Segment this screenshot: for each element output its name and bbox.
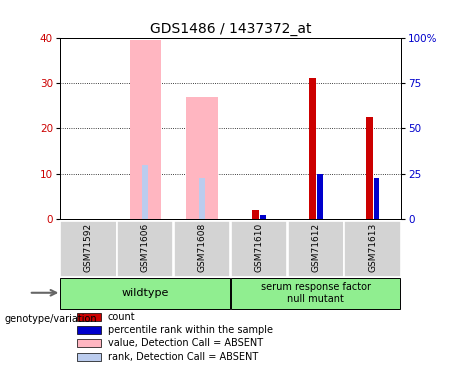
Bar xyxy=(288,221,344,276)
Bar xyxy=(344,221,401,276)
Text: GSM71613: GSM71613 xyxy=(368,223,377,272)
Bar xyxy=(317,174,323,219)
Title: GDS1486 / 1437372_at: GDS1486 / 1437372_at xyxy=(150,22,311,36)
Text: GSM71606: GSM71606 xyxy=(141,223,150,272)
Bar xyxy=(174,221,230,276)
Bar xyxy=(230,278,400,309)
Text: wildtype: wildtype xyxy=(122,288,169,298)
Bar xyxy=(77,313,101,321)
Text: GSM71610: GSM71610 xyxy=(254,223,263,272)
Bar xyxy=(374,178,379,219)
Bar xyxy=(77,352,101,361)
Text: rank, Detection Call = ABSENT: rank, Detection Call = ABSENT xyxy=(108,352,258,362)
Bar xyxy=(77,326,101,334)
Bar xyxy=(252,210,259,219)
Bar xyxy=(309,78,316,219)
Bar xyxy=(199,178,205,219)
Text: genotype/variation: genotype/variation xyxy=(5,315,97,324)
Text: GSM71592: GSM71592 xyxy=(84,223,93,272)
Bar xyxy=(260,215,266,219)
Bar xyxy=(117,221,173,276)
Bar xyxy=(60,278,230,309)
Text: GSM71612: GSM71612 xyxy=(311,223,320,272)
Bar xyxy=(60,221,117,276)
Text: value, Detection Call = ABSENT: value, Detection Call = ABSENT xyxy=(108,339,263,348)
Text: percentile rank within the sample: percentile rank within the sample xyxy=(108,326,273,335)
Bar xyxy=(142,165,148,219)
Bar xyxy=(130,40,161,219)
Text: serum response factor
null mutant: serum response factor null mutant xyxy=(261,282,371,304)
Bar xyxy=(366,117,373,219)
Bar xyxy=(186,97,218,219)
Text: count: count xyxy=(108,312,136,322)
Bar xyxy=(77,339,101,348)
Text: GSM71608: GSM71608 xyxy=(198,223,207,272)
Bar xyxy=(230,221,287,276)
